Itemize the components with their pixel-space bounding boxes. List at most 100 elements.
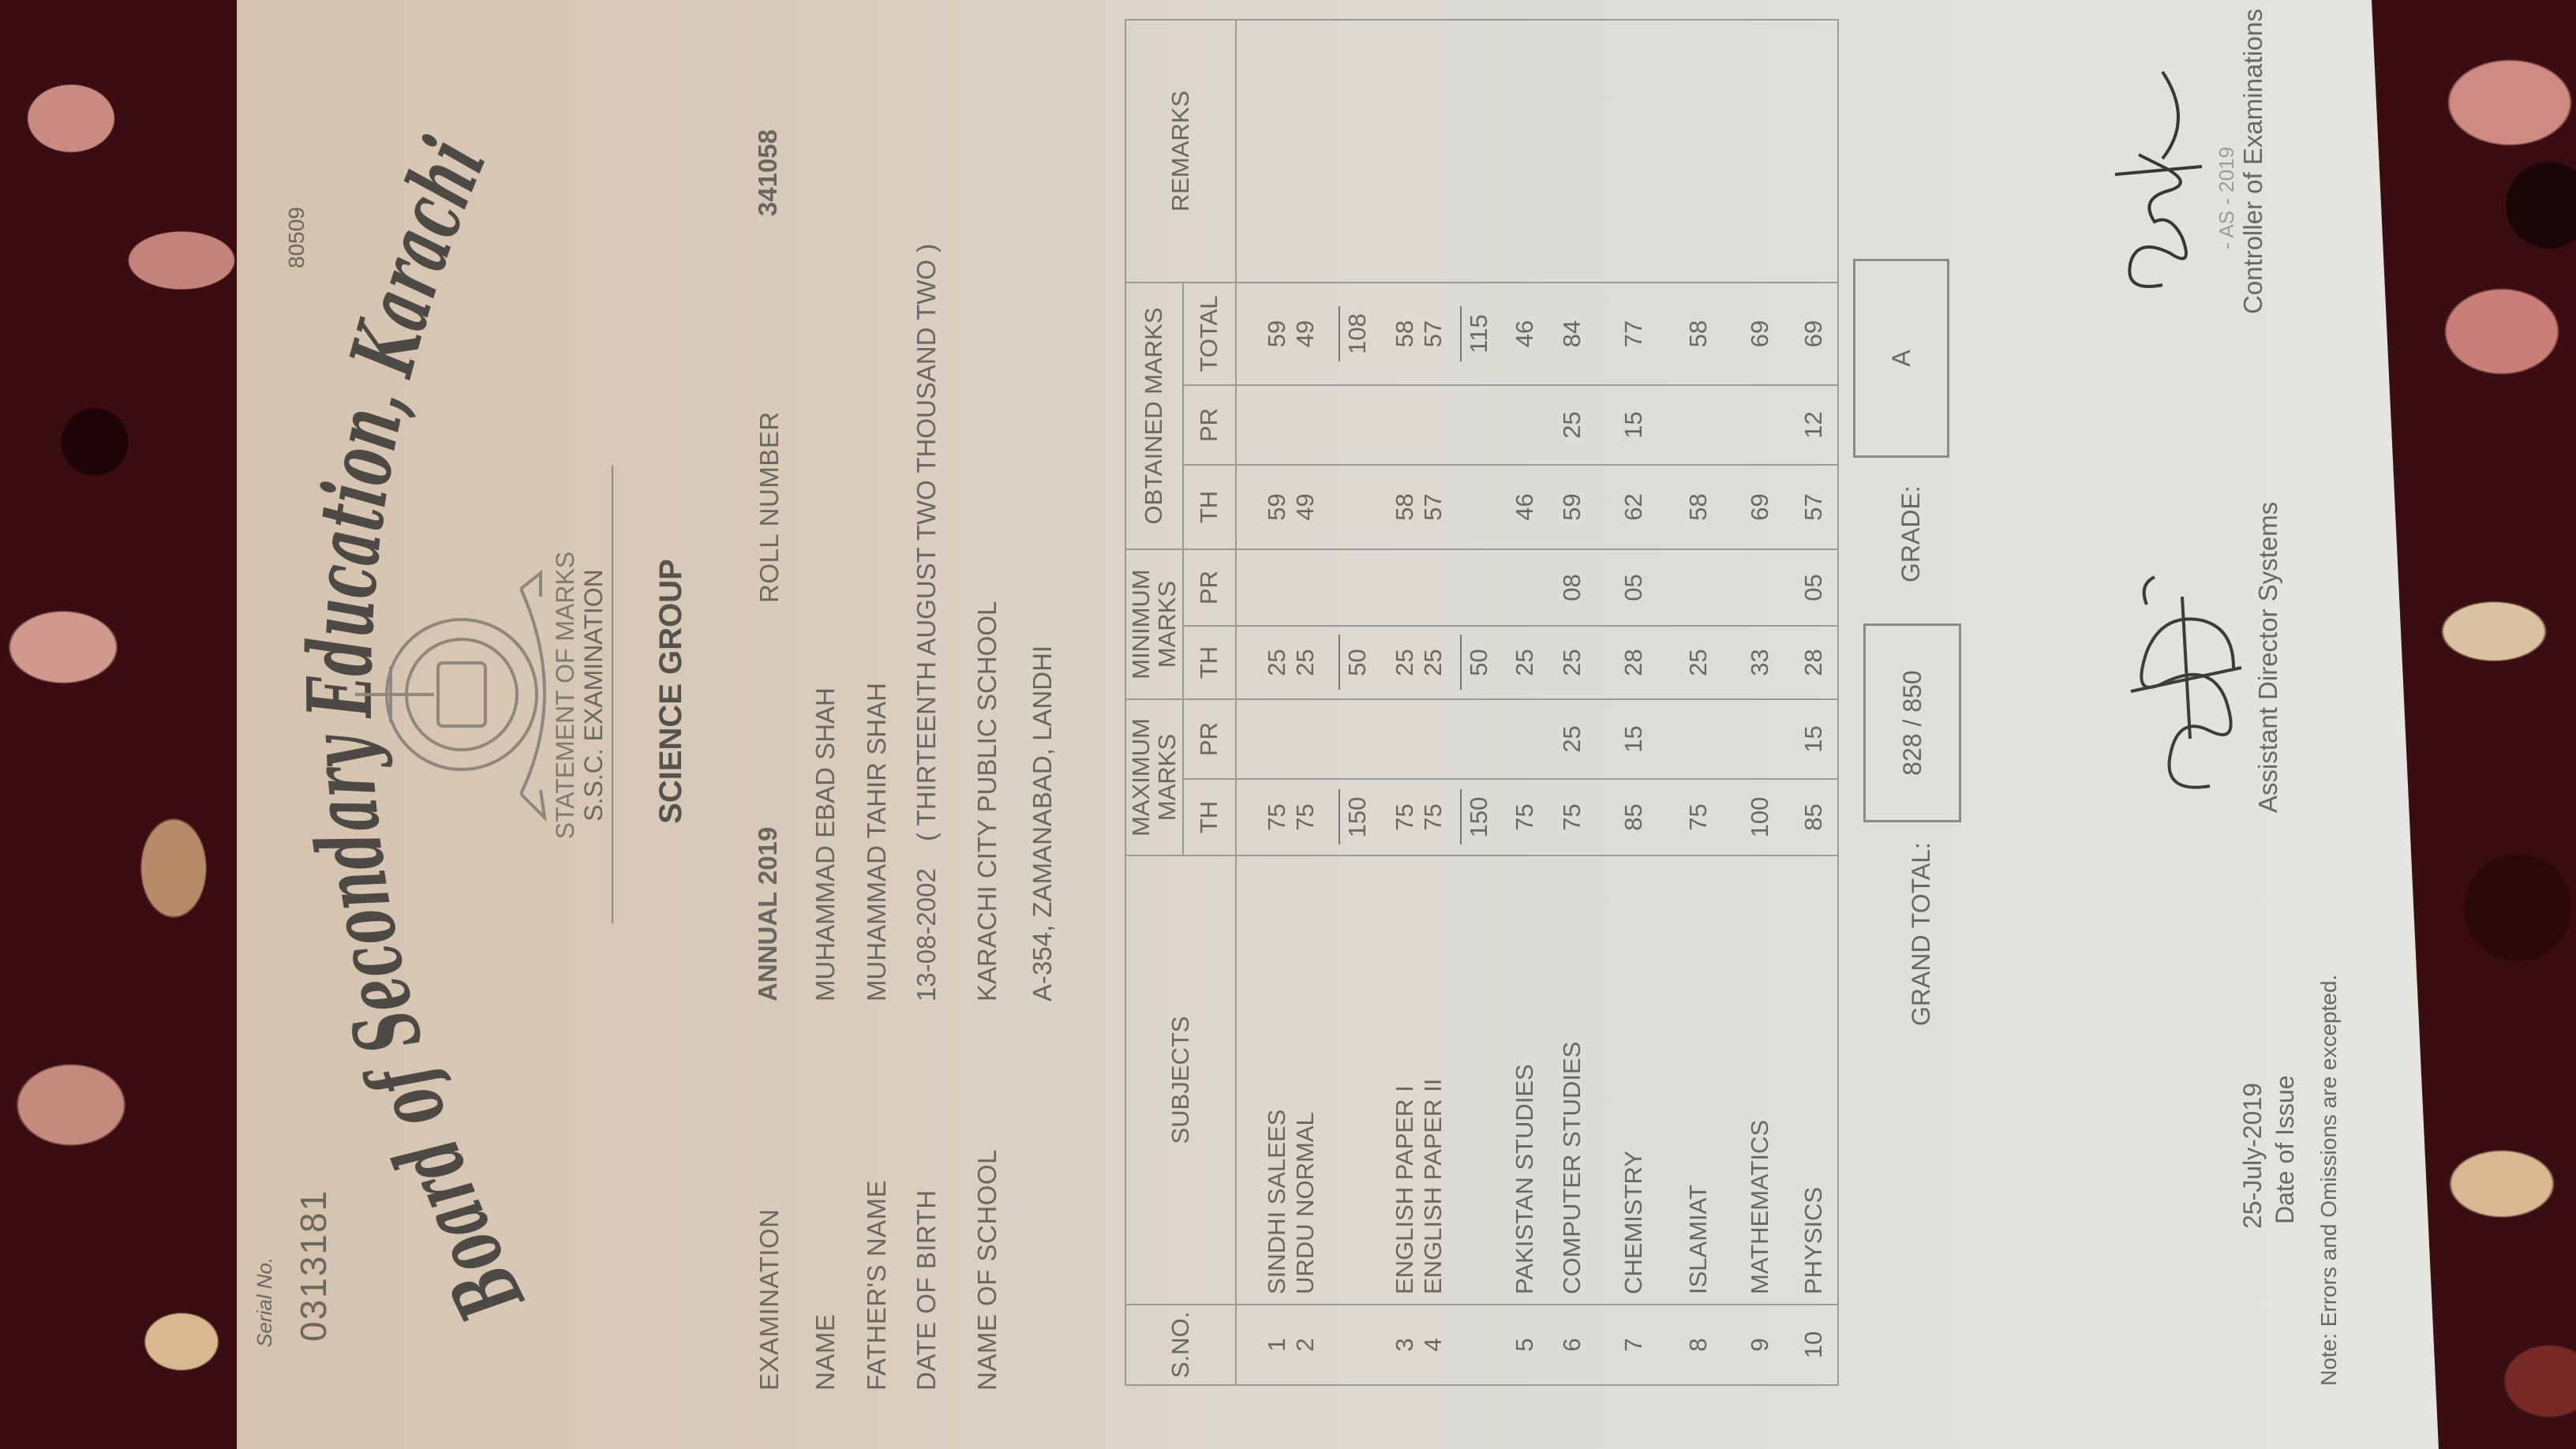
board-title-arc: Board of Secondary Education, Karachi <box>237 0 647 1449</box>
cell-value: 25 <box>1684 649 1712 676</box>
cell-min-pr <box>1505 549 1544 626</box>
cell-value: 57 <box>1799 493 1827 521</box>
cell-subject: ENGLISH PAPER I <box>1391 856 1419 1305</box>
cell-value: 8 <box>1684 1338 1712 1352</box>
form-number: 80509 <box>284 207 309 268</box>
cell-obt-th: 58 <box>1391 465 1419 549</box>
controller-stamp: - AS - 2019 <box>2215 146 2238 249</box>
cell-obt-th: 57 <box>1789 465 1838 549</box>
table-row: 10 PHYSICS 85 15 28 05 57 12 69 <box>1789 20 1838 1385</box>
cell-value: 2 <box>1291 1338 1319 1352</box>
cell-value: 50 <box>1339 635 1372 691</box>
cell-value: 100 <box>1745 796 1773 838</box>
cell-subject: PAKISTAN STUDIES <box>1505 856 1544 1305</box>
table-row: 5 PAKISTAN STUDIES 75 25 46 46 <box>1505 20 1544 1385</box>
cell-value: 69 <box>1745 493 1773 521</box>
cell-min-pr <box>1320 549 1391 626</box>
cell-value: 1 <box>1263 1338 1290 1352</box>
cell-min-th: 50 <box>1447 626 1505 699</box>
cell-min-th: 25 <box>1291 626 1320 699</box>
cell-obt-th: 57 <box>1419 465 1447 549</box>
school-value: KARACHI CITY PUBLIC SCHOOL <box>972 601 1002 1002</box>
cell-value: ENGLISH PAPER I <box>1391 1085 1418 1294</box>
cell-value: 108 <box>1339 306 1372 361</box>
cell-value: 75 <box>1263 803 1290 831</box>
cell-value: 62 <box>1619 493 1647 521</box>
header-obt-th: TH <box>1183 465 1236 549</box>
cell-value: 58 <box>1684 320 1712 348</box>
dob-value: 13-08-2002 <box>912 868 941 1002</box>
grade-label: GRADE: <box>1896 485 1925 582</box>
cell-sno: 8 <box>1667 1305 1730 1385</box>
cell-total: 77 <box>1600 283 1667 385</box>
name-label: NAME <box>811 1313 840 1391</box>
cell-value: 75 <box>1511 803 1538 831</box>
cell-subject <box>1320 856 1391 1305</box>
cell-min-th: 25 <box>1391 626 1419 699</box>
cell-value: 85 <box>1619 803 1647 831</box>
cell-min-pr <box>1419 549 1447 626</box>
header-remarks: REMARKS <box>1125 20 1236 283</box>
cell-max-pr: 15 <box>1600 699 1667 779</box>
cell-max-pr: 15 <box>1789 699 1838 779</box>
cell-max-th: 75 <box>1505 779 1544 856</box>
cell-value: MATHEMATICS <box>1745 1119 1773 1294</box>
cell-remarks <box>1391 20 1419 283</box>
cell-value: CHEMISTRY <box>1619 1150 1647 1294</box>
cell-value: ISLAMIAT <box>1684 1185 1712 1294</box>
header-obt-pr: PR <box>1183 385 1236 465</box>
cell-total: 58 <box>1667 283 1730 385</box>
cell-value: 33 <box>1745 649 1773 676</box>
cell-subject: MATHEMATICS <box>1730 856 1789 1305</box>
father-name-value: MUHAMMAD TAHIR SHAH <box>862 683 891 1002</box>
cell-value: 59 <box>1558 493 1586 521</box>
cell-subject: COMPUTER STUDIES <box>1544 856 1600 1305</box>
controller-title: Controller of Examinations <box>2238 8 2267 314</box>
cell-subject: SINDHI SALEES <box>1236 856 1291 1305</box>
table-row: 2 URDU NORMAL 75 25 49 49 <box>1291 20 1320 1385</box>
cell-min-pr <box>1447 549 1505 626</box>
cell-value: 85 <box>1799 803 1827 831</box>
cell-max-pr <box>1419 699 1447 779</box>
group-title: SCIENCE GROUP <box>653 559 688 824</box>
cell-value: 05 <box>1799 574 1827 601</box>
cell-subject: ISLAMIAT <box>1667 856 1730 1305</box>
table-row: 3 ENGLISH PAPER I 75 25 58 58 <box>1391 20 1419 1385</box>
subtotal-row: 150 50 115 <box>1447 20 1505 1385</box>
cell-total: 69 <box>1789 283 1838 385</box>
cell-value: ENGLISH PAPER II <box>1419 1078 1447 1294</box>
title-divider <box>612 466 613 923</box>
cell-obt-pr: 12 <box>1789 385 1838 465</box>
cell-value: 69 <box>1799 320 1827 348</box>
cell-value: COMPUTER STUDIES <box>1558 1041 1586 1294</box>
cell-value: 115 <box>1460 306 1493 361</box>
cell-total: 46 <box>1505 283 1544 385</box>
cell-remarks <box>1600 20 1667 283</box>
cell-value: 25 <box>1291 649 1319 676</box>
cell-min-th: 25 <box>1505 626 1544 699</box>
cell-min-th: 50 <box>1320 626 1391 699</box>
grand-total-box: 828 / 850 <box>1863 623 1961 822</box>
cell-value: 57 <box>1419 493 1447 521</box>
dob-label: DATE OF BIRTH <box>912 1189 941 1391</box>
cell-min-th: 25 <box>1419 626 1447 699</box>
header-max-pr: PR <box>1183 699 1236 779</box>
cell-max-th: 150 <box>1320 779 1391 856</box>
cell-obt-pr <box>1419 385 1447 465</box>
controller-signature-icon <box>2107 64 2210 301</box>
cell-total: 57 <box>1419 283 1447 385</box>
cell-total: 84 <box>1544 283 1600 385</box>
cell-subject: PHYSICS <box>1789 856 1838 1305</box>
cell-obt-pr <box>1447 385 1505 465</box>
cell-obt-th <box>1320 465 1391 549</box>
subtotal-row: 150 50 108 <box>1320 20 1391 1385</box>
cell-max-th: 75 <box>1667 779 1730 856</box>
table-row: 1 SINDHI SALEES 75 25 59 59 <box>1236 20 1291 1385</box>
cell-max-th: 75 <box>1544 779 1600 856</box>
cell-remarks <box>1505 20 1544 283</box>
cell-sno <box>1320 1305 1391 1385</box>
cell-value: 75 <box>1291 803 1319 831</box>
cell-total: 58 <box>1391 283 1419 385</box>
cell-min-th: 33 <box>1730 626 1789 699</box>
cell-max-th: 75 <box>1291 779 1320 856</box>
